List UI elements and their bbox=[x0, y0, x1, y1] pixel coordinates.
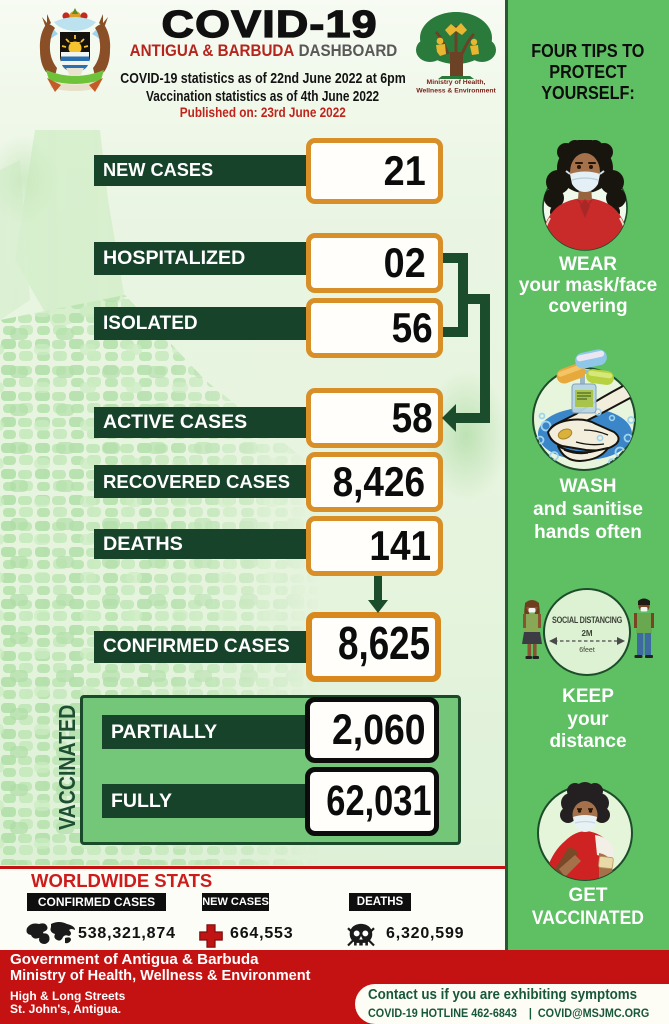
svg-text:Wellness & Environment: Wellness & Environment bbox=[416, 88, 496, 95]
svg-text:Ministry of Health,: Ministry of Health, bbox=[427, 79, 486, 86]
svg-text:6feet: 6feet bbox=[579, 647, 595, 654]
svg-text:2M: 2M bbox=[581, 629, 592, 638]
svg-text:SOCIAL DISTANCING: SOCIAL DISTANCING bbox=[552, 615, 622, 625]
